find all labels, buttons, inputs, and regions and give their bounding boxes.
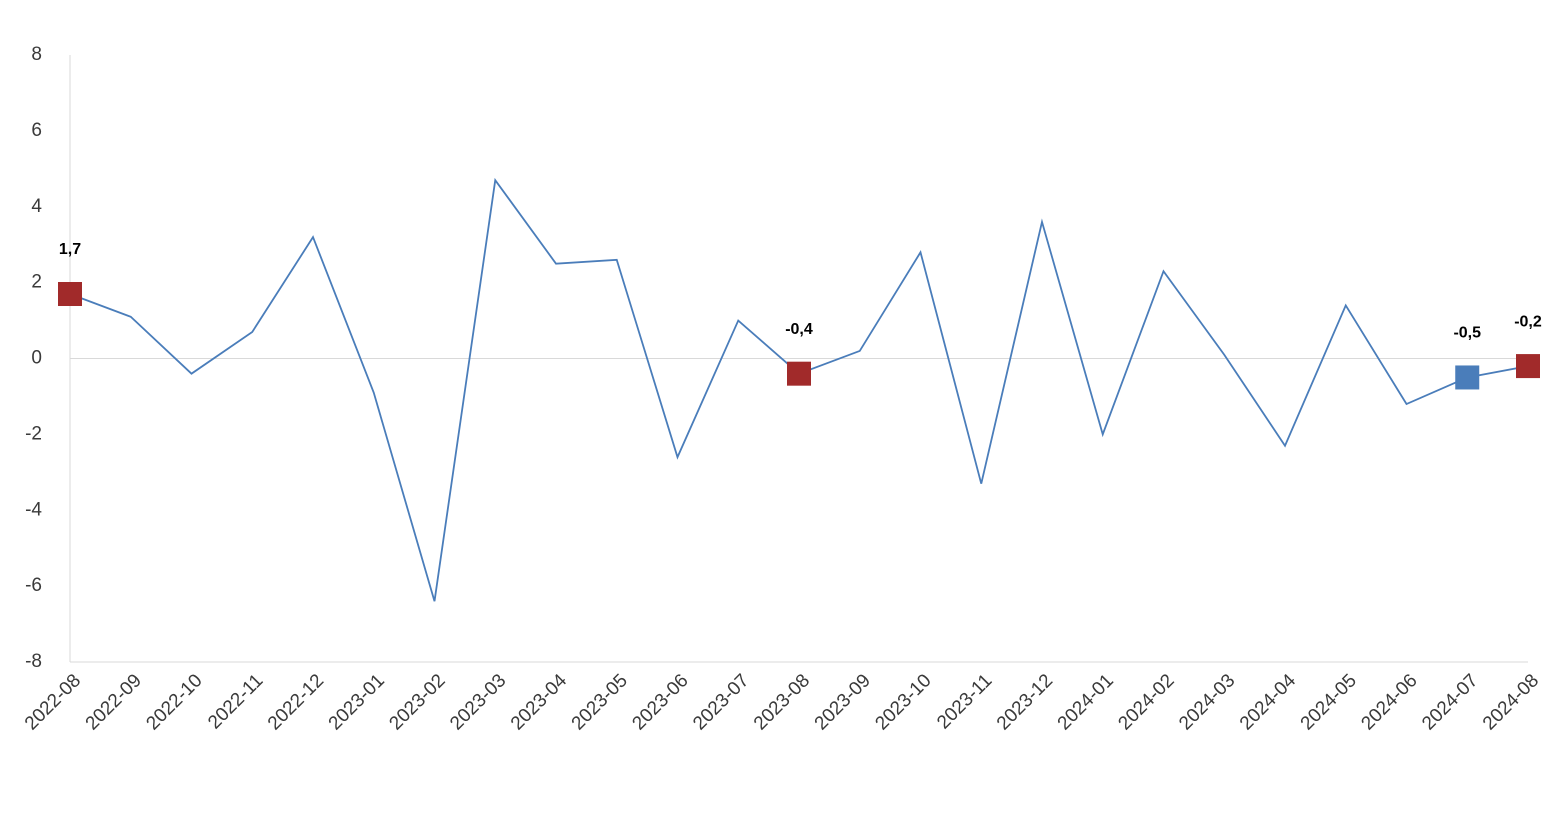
x-tick-label: 2023-08 [750,670,814,734]
x-tick-label: 2022-08 [21,670,85,734]
y-tick-label: 6 [31,120,42,141]
marker [1516,354,1540,379]
x-tick-label: 2023-02 [385,670,449,734]
data-label: -0,2 [1514,313,1542,330]
x-tick-label: 2022-12 [264,670,328,734]
x-tick-label: 2023-05 [568,670,632,734]
y-tick-label: -2 [25,423,42,444]
data-label: -0,5 [1453,325,1481,342]
data-label: 1,7 [59,241,81,258]
x-tick-label: 2023-04 [507,670,571,734]
x-tick-label: 2023-12 [993,670,1057,734]
x-tick-label: 2022-09 [82,670,146,734]
x-tick-label: 2024-06 [1357,670,1421,734]
marker [1455,365,1480,390]
x-tick-label: 2023-01 [325,670,389,734]
x-tick-label: 2022-11 [204,670,267,733]
marker [58,282,82,307]
x-tick-label: 2024-05 [1297,670,1361,734]
x-tick-label: 2023-06 [628,670,692,734]
data-label: -0,4 [785,321,813,338]
x-tick-label: 2024-08 [1479,670,1543,734]
y-tick-label: -8 [25,651,42,672]
y-tick-label: 2 [31,272,42,293]
y-tick-label: -4 [25,499,42,520]
y-tick-label: -6 [25,575,42,596]
x-tick-label: 2024-02 [1114,670,1178,734]
x-tick-label: 2024-01 [1054,670,1118,734]
x-tick-label: 2023-10 [871,670,935,734]
x-tick-label: 2024-03 [1175,670,1239,734]
x-tick-label: 2023-09 [811,670,875,734]
x-tick-label: 2023-03 [446,670,510,734]
y-tick-label: 4 [31,196,42,217]
line [69,177,1529,602]
x-tick-label: 2022-10 [142,670,206,734]
y-tick-label: 8 [31,44,42,65]
x-tick-label: 2023-11 [933,670,996,733]
y-tick-label: 0 [31,348,42,369]
marker [787,361,811,386]
x-tick-label: 2024-07 [1418,670,1482,734]
x-tick-label: 2023-07 [689,670,753,734]
x-tick-label: 2024-04 [1236,670,1300,734]
